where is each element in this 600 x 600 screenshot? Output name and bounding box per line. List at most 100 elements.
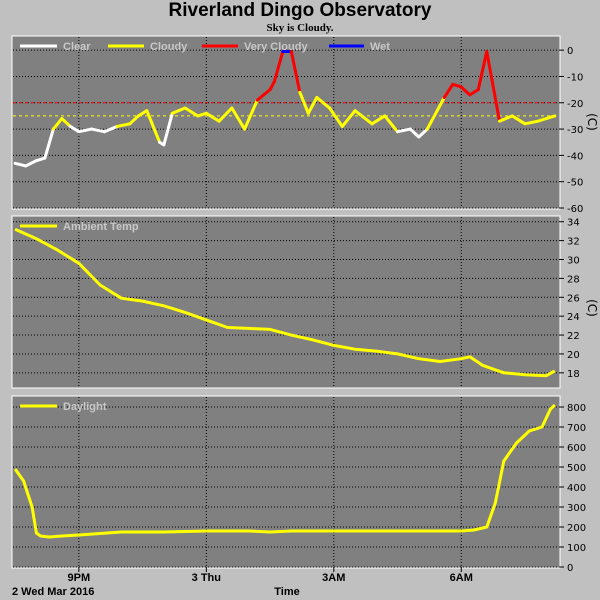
legend-label-clear: Clear: [63, 41, 91, 53]
sky-segment: [272, 49, 285, 84]
sky-segment: [24, 159, 38, 168]
x-tick-label: 3 Thu: [192, 572, 221, 584]
y-tick-label: 32: [567, 237, 580, 248]
ambient-series: [14, 227, 556, 378]
sky-segment: [510, 114, 527, 126]
page-title: Riverland Dingo Observatory: [168, 0, 432, 21]
daylight-gridlines: [13, 397, 559, 568]
x-tick-label: 3AM: [322, 572, 345, 584]
sky-segment: [60, 117, 72, 128]
sky-segment: [128, 114, 140, 126]
ambient-line: [14, 227, 556, 378]
y-tick-label: -40: [567, 151, 583, 162]
date-label: 2 Wed Mar 2016: [12, 586, 94, 598]
y-tick-label: -60: [567, 204, 583, 215]
sky-segment: [315, 96, 332, 110]
sky-segment: [417, 127, 429, 139]
y-tick-label: -10: [567, 72, 583, 83]
ambient-y-ticks: 34 32 30 28 26 24 22 20 18: [559, 218, 580, 380]
legend-label-ambient: Ambient Temp: [63, 221, 139, 233]
sky-segment: [430, 96, 446, 123]
sky-series: [13, 49, 557, 168]
sky-segment: [145, 109, 162, 144]
daylight-panel: 800 700 600 500 400 300 200 100 0 Daylight: [11, 395, 586, 574]
sky-segment: [230, 106, 247, 131]
sky-segment: [255, 88, 272, 102]
sky-segment: [459, 85, 472, 97]
sky-segment: [476, 49, 489, 92]
y-tick-label: 0: [567, 563, 573, 574]
sky-segment: [498, 114, 514, 123]
sky-segment: [136, 109, 149, 118]
y-tick-label: 300: [567, 503, 586, 514]
y-tick-label: 400: [567, 483, 586, 494]
daylight-line: [13, 403, 556, 539]
sky-segment: [51, 117, 64, 131]
sky-segment: [298, 90, 310, 115]
y-tick-label: 20: [567, 350, 580, 361]
sky-segment: [289, 49, 302, 94]
y-tick-label: 500: [567, 463, 586, 474]
y-tick-label: 0: [567, 46, 573, 57]
sky-segment: [306, 96, 319, 115]
y-tick-label: 26: [567, 293, 580, 304]
sky-segment: [328, 106, 344, 128]
sky-status: Sky is Cloudy.: [266, 22, 334, 34]
sky-segment: [353, 109, 374, 126]
x-tick-label: 6AM: [450, 572, 473, 584]
ambient-gridlines: [13, 217, 559, 387]
sky-segment: [90, 127, 106, 134]
sky-panel: 0 -10 -20 -30 -40 -50 -60 Clear Cloudy Very Cl…: [11, 35, 599, 215]
sky-segment: [243, 98, 259, 131]
sky-segment: [396, 127, 412, 134]
ambient-plot-area: [11, 215, 561, 389]
y-tick-label: -30: [567, 125, 583, 136]
sky-segment: [340, 109, 357, 128]
sky-segment: [162, 111, 174, 147]
sky-segment: [536, 114, 557, 123]
sky-segment: [408, 127, 421, 139]
daylight-y-ticks: 800 700 600 500 400 300 200 100 0: [559, 403, 586, 574]
y-tick-label: -50: [567, 178, 583, 189]
sky-segment: [485, 49, 502, 123]
legend-label-daylight: Daylight: [63, 401, 107, 413]
legend-label-very-cloudy: Very Cloudy: [244, 41, 308, 53]
y-tick-label: 24: [567, 312, 580, 323]
y-tick-label: 600: [567, 443, 586, 454]
sky-segment: [523, 119, 540, 126]
legend-label-cloudy: Cloudy: [150, 41, 188, 53]
y-tick-label: 200: [567, 523, 586, 534]
sky-segment: [442, 82, 455, 100]
sky-segment: [183, 106, 200, 118]
sky-y-ticks: 0 -10 -20 -30 -40 -50 -60: [559, 46, 583, 215]
y-tick-label: 34: [567, 218, 580, 229]
sky-segment: [43, 127, 55, 160]
legend-label-wet: Wet: [370, 41, 390, 53]
sky-segment: [102, 124, 119, 134]
sky-segment: [77, 127, 94, 134]
sky-segment: [204, 111, 221, 123]
x-axis-title: Time: [274, 586, 299, 598]
sky-segment: [13, 161, 28, 168]
sky-plot-area: [11, 35, 561, 210]
y-tick-label: 700: [567, 423, 586, 434]
sky-unit-label: (C): [585, 113, 599, 131]
y-tick-label: 28: [567, 274, 580, 285]
y-tick-label: 22: [567, 331, 580, 342]
sky-segment: [468, 88, 480, 97]
daylight-plot-area: [11, 395, 561, 569]
ambient-panel: 34 32 30 28 26 24 22 20 18 Ambient Temp (C): [11, 215, 599, 389]
y-tick-label: -20: [567, 99, 583, 110]
daylight-series: [13, 403, 556, 539]
sky-segment: [115, 122, 132, 128]
sky-legend: Clear Cloudy Very Cloudy Wet: [20, 41, 390, 53]
daylight-legend: Daylight: [20, 401, 107, 413]
ambient-legend: Ambient Temp: [20, 221, 139, 233]
y-tick-label: 100: [567, 543, 586, 554]
sky-threshold-lines: [13, 102, 559, 117]
sky-segment: [217, 106, 234, 123]
y-tick-label: 30: [567, 256, 580, 267]
x-axis-ticks: 9PM 3 Thu 3AM 6AM: [68, 567, 473, 584]
sky-segment: [370, 114, 387, 126]
